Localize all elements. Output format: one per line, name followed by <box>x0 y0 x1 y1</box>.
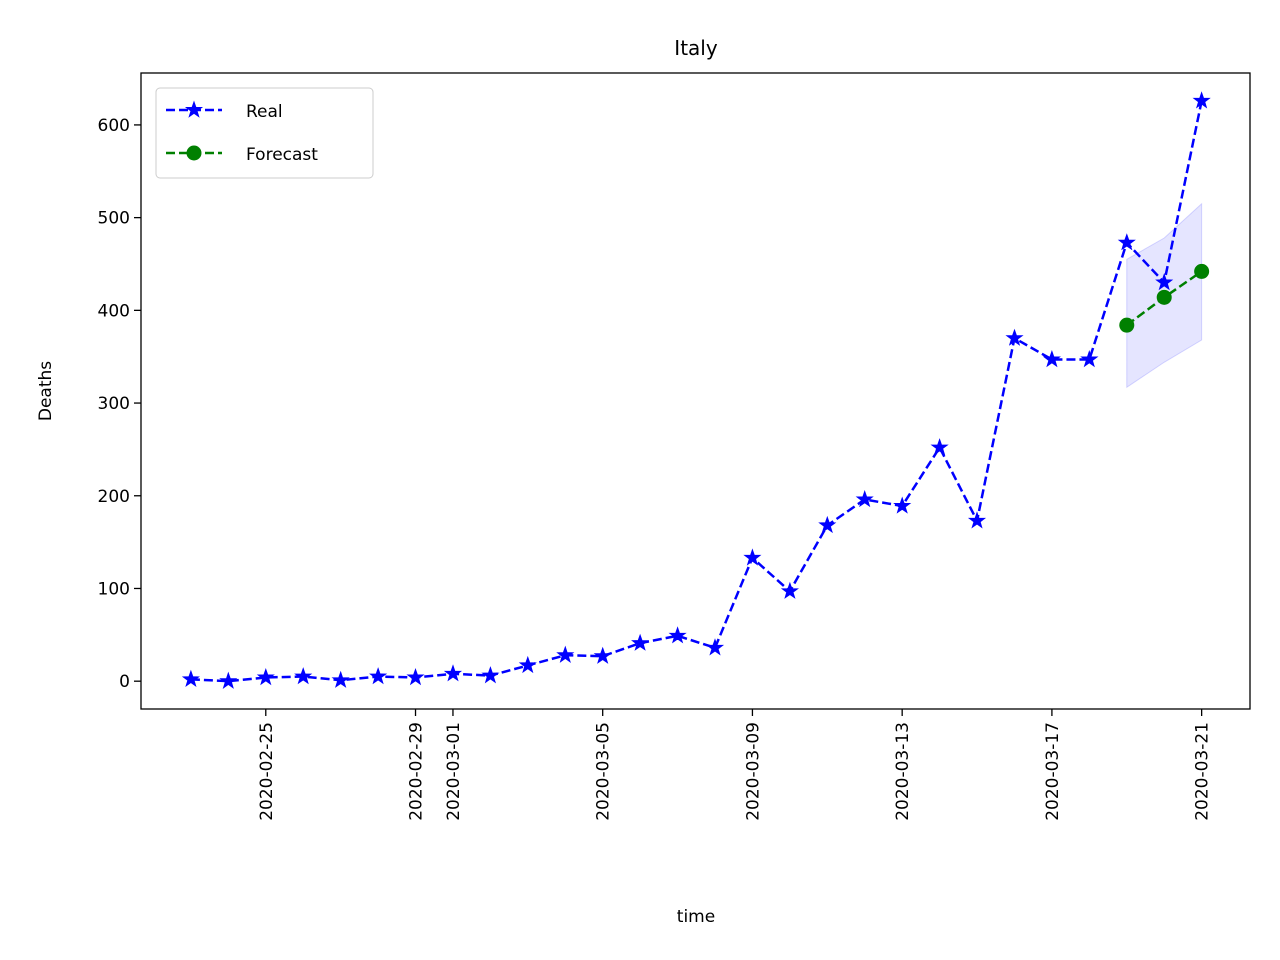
point-marker <box>186 145 202 161</box>
plot-frame <box>140 72 1251 710</box>
point-marker <box>406 667 425 686</box>
point-marker <box>631 633 650 651</box>
x-tick-label: 2020-03-17 <box>1043 722 1063 821</box>
point-marker <box>331 670 350 688</box>
point-marker <box>1117 233 1136 251</box>
x-axis-label: time <box>677 907 715 927</box>
point-marker <box>743 548 762 566</box>
point-marker <box>967 511 987 529</box>
point-marker <box>1119 317 1135 333</box>
y-axis-label: Deaths <box>36 361 56 421</box>
x-tick-label: 2020-02-29 <box>407 722 427 821</box>
legend-label: Forecast <box>246 145 318 165</box>
y-tick-label: 100 <box>98 579 130 599</box>
x-tick-label: 2020-03-01 <box>444 722 464 821</box>
point-marker <box>294 667 313 685</box>
point-marker <box>1192 91 1211 109</box>
point-marker <box>219 671 238 689</box>
point-marker <box>518 655 537 674</box>
point-marker <box>369 667 388 685</box>
x-tick-label: 2020-02-25 <box>257 722 277 821</box>
point-marker <box>1194 263 1210 279</box>
point-marker <box>1005 328 1024 346</box>
point-marker <box>184 100 204 118</box>
legend: Real Forecast <box>155 87 374 179</box>
point-marker <box>705 638 725 656</box>
legend-label: Real <box>246 102 283 122</box>
point-marker <box>256 667 275 686</box>
point-marker <box>481 666 500 684</box>
x-tick-label: 2020-03-21 <box>1193 722 1213 821</box>
series-line <box>190 100 1203 683</box>
chart-title: Italy <box>674 36 718 60</box>
point-marker <box>893 496 912 514</box>
point-marker <box>780 581 799 599</box>
y-tick-label: 500 <box>98 209 130 229</box>
point-marker <box>818 515 837 534</box>
x-tick-label: 2020-03-13 <box>893 722 913 821</box>
point-marker <box>668 626 687 644</box>
y-tick-label: 400 <box>98 301 130 321</box>
y-tick-label: 200 <box>98 487 130 507</box>
y-tick-label: 0 <box>119 672 130 692</box>
point-marker <box>1156 289 1172 305</box>
point-marker <box>1155 272 1174 291</box>
point-marker <box>556 645 575 663</box>
point-marker <box>181 669 200 688</box>
point-marker <box>443 664 463 682</box>
point-marker <box>855 489 874 508</box>
point-marker <box>1080 349 1099 368</box>
y-tick-label: 300 <box>98 394 130 414</box>
point-marker <box>1042 349 1061 368</box>
x-tick-label: 2020-03-05 <box>594 722 614 821</box>
point-marker <box>930 438 949 456</box>
point-marker <box>593 646 612 664</box>
y-tick-label: 600 <box>98 116 130 136</box>
x-tick-label: 2020-03-09 <box>743 722 763 821</box>
